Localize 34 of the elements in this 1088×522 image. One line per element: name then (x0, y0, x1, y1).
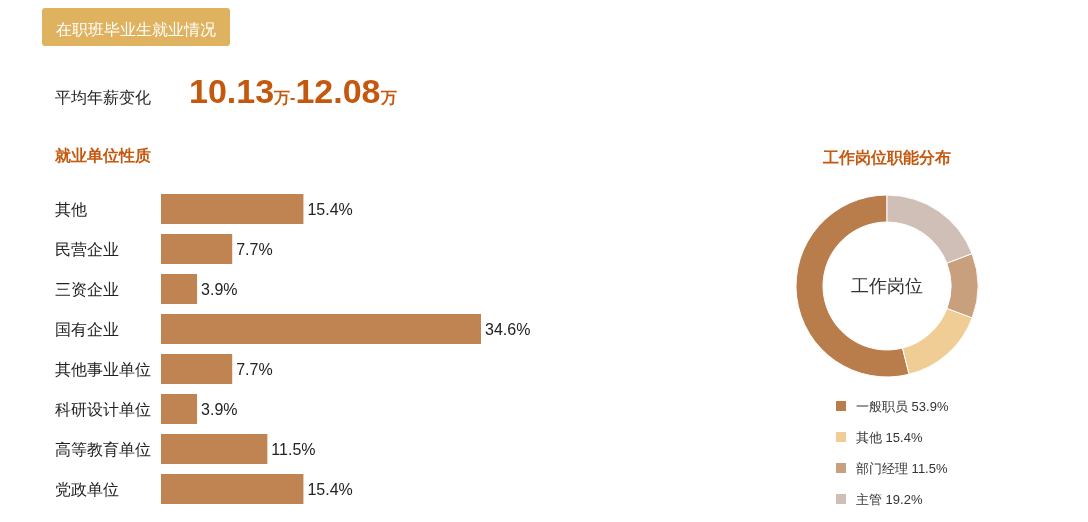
legend-label: 部门经理 11.5% (856, 461, 948, 476)
y-tick-label: 其他 (55, 201, 87, 218)
bar (161, 234, 233, 264)
bar (161, 354, 233, 384)
y-tick-label: 其他事业单位 (55, 361, 151, 378)
legend-label: 主管 19.2% (856, 492, 923, 507)
text: 在职班毕业生就业情况 (56, 21, 216, 38)
data-label: 3.9% (201, 281, 238, 298)
data-label: 3.9% (201, 401, 238, 418)
y-tick-label: 科研设计单位 (55, 401, 151, 418)
bar (161, 314, 481, 344)
data-label: 11.5% (271, 441, 316, 458)
data-label: 7.7% (236, 361, 273, 378)
text: 工作岗位 (851, 276, 923, 296)
legend-label: 其他 15.4% (856, 430, 923, 445)
bar (161, 194, 304, 224)
bar (161, 434, 268, 464)
data-label: 15.4% (307, 481, 353, 498)
y-tick-label: 民营企业 (55, 241, 119, 258)
text: 10.13万-12.08万 (189, 72, 397, 110)
y-tick-label: 三资企业 (55, 281, 119, 298)
bar (161, 474, 304, 504)
bar (161, 274, 198, 304)
chart-title: 就业单位性质 (54, 147, 151, 164)
bar (161, 394, 198, 424)
y-tick-label: 党政单位 (55, 481, 119, 498)
data-label: 15.4% (307, 201, 353, 218)
data-label: 34.6% (485, 321, 531, 338)
chart-title: 工作岗位职能分布 (822, 149, 951, 166)
y-tick-label: 国有企业 (55, 321, 119, 338)
data-label: 7.7% (236, 241, 273, 258)
legend-label: 一般职员 53.9% (856, 399, 949, 414)
y-tick-label: 高等教育单位 (55, 441, 151, 458)
text: 平均年薪变化 (55, 89, 151, 106)
